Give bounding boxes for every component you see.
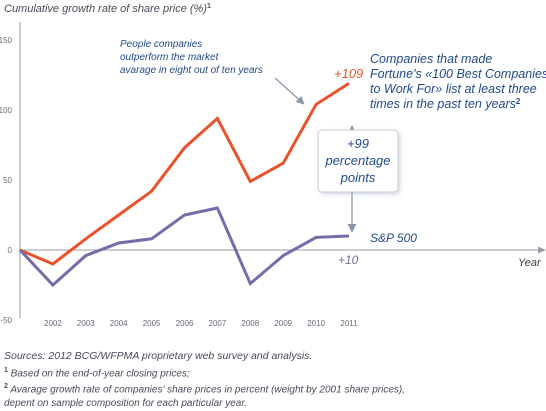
- footnote-2-continued: depent on sample composition for each pa…: [4, 398, 248, 410]
- x-tick-label: 2009: [274, 319, 292, 328]
- note-line-1: People companies: [120, 39, 202, 50]
- legend-line-1: Companies that made: [370, 52, 492, 66]
- x-tick-label: 2002: [44, 319, 62, 328]
- note-line-2: outperform the market: [120, 52, 220, 63]
- gap-box: [317, 129, 399, 193]
- x-tick-label: 2004: [110, 319, 128, 328]
- legend-line-2: Fortune's «100 Best Companies: [370, 67, 546, 81]
- footnote-1: 1 Based on the end-of-year closing price…: [4, 366, 190, 379]
- y-tick-label: 100: [0, 106, 13, 115]
- x-tick-label: 2008: [241, 319, 259, 328]
- legend-line-4: times in the past ten years2: [370, 97, 521, 111]
- top-series-legend: Companies that made Fortune's «100 Best …: [370, 52, 546, 111]
- x-tick-label: 2011: [340, 319, 358, 328]
- gap-value: +99: [347, 136, 369, 151]
- note-arrow: [274, 77, 305, 105]
- x-tick-label: 2010: [307, 319, 325, 328]
- y-ticks: 150 100 50 0 -50: [0, 36, 13, 325]
- x-tick-label: 2006: [176, 319, 194, 328]
- top-series-line: [19, 82, 350, 266]
- y-tick-label: -50: [0, 316, 12, 325]
- x-ticks: 2002 2003 2004 2005 2006 2007 2008 2009 2010 2011: [44, 319, 358, 328]
- x-tick-label: 2005: [143, 319, 161, 328]
- x-tick-label: 2003: [77, 319, 95, 328]
- y-tick-label: 50: [3, 176, 12, 185]
- sources-note: Sources: 2012 BCG/WFPMA proprietary web …: [4, 350, 313, 362]
- legend-line-3: to Work For» list at least three: [370, 82, 537, 96]
- x-tick-label: 2007: [209, 319, 227, 328]
- y-tick-label: 150: [0, 36, 13, 45]
- bottom-series-end-label: +10: [338, 253, 359, 267]
- chart-title: Cumulative growth rate of share price (%…: [4, 3, 211, 15]
- y-tick-label: 0: [8, 246, 13, 255]
- series-layer: [18, 82, 350, 288]
- footnote-2: 2 Avarage growth rate of companies' shar…: [4, 383, 406, 396]
- growth-chart: Cumulative growth rate of share price (%…: [0, 3, 546, 328]
- x-axis-arrowhead: [538, 246, 546, 254]
- gap-unit-2: points: [340, 170, 376, 185]
- outperform-note: People companies outperform the market a…: [120, 39, 263, 76]
- note-line-3: avarage in eight out of ten years: [120, 65, 263, 76]
- bottom-series-legend: S&P 500: [370, 231, 417, 245]
- top-series-end-label: +109: [334, 66, 363, 81]
- footnotes: Sources: 2012 BCG/WFPMA proprietary web …: [4, 350, 544, 411]
- gap-unit-1: percentage: [324, 153, 390, 168]
- x-axis-label: Year: [518, 257, 542, 269]
- sp500-series-line: [18, 206, 350, 288]
